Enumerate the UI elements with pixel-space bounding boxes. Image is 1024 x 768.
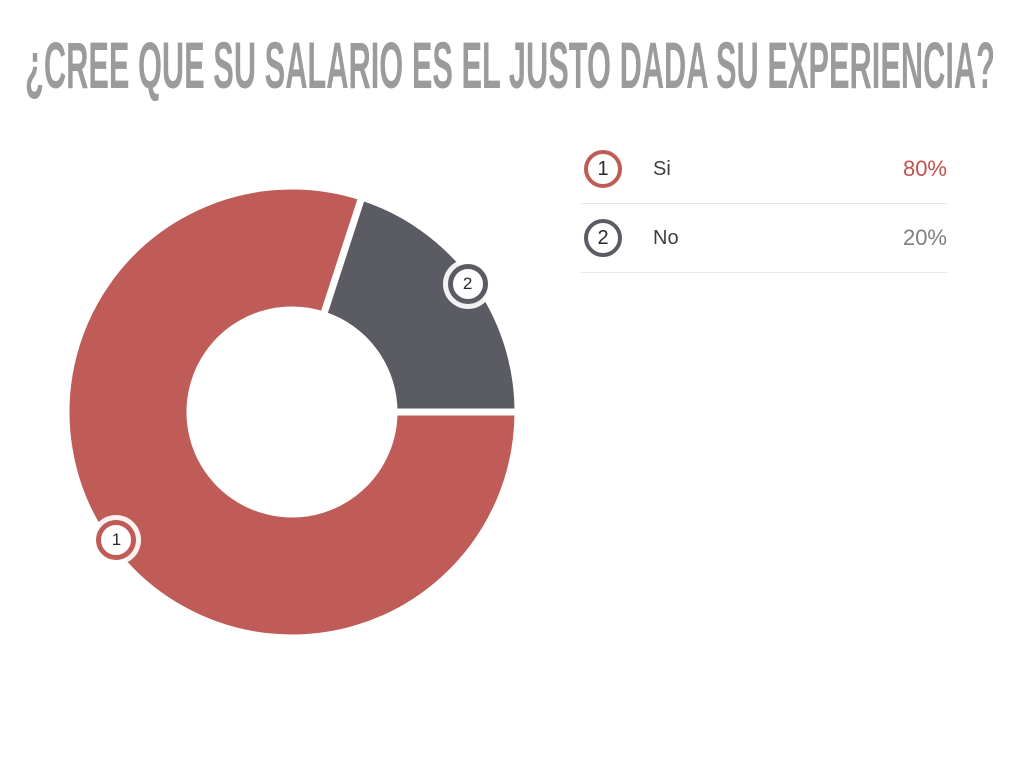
legend-row: 1 Si 80% xyxy=(581,135,947,204)
legend-badge-2: 2 xyxy=(584,219,622,257)
donut-slice-badge-number: 1 xyxy=(111,529,122,549)
legend-label: No xyxy=(653,226,679,249)
page-title: ¿CREE QUE SU SALARIO ES EL JUSTO DADA SU… xyxy=(25,28,995,102)
donut-slice xyxy=(319,192,522,416)
legend-badge-1: 1 xyxy=(584,150,622,188)
legend-row: 2 No 20% xyxy=(581,204,947,273)
legend-value: 80% xyxy=(902,156,947,181)
legend-badge-number: 2 xyxy=(597,226,609,249)
legend-value: 20% xyxy=(902,225,947,250)
donut-slice xyxy=(62,182,522,642)
donut-slice-badge-number: 2 xyxy=(462,274,473,294)
legend-badge-number: 1 xyxy=(597,157,609,180)
donut-slice-badge: 2 xyxy=(447,264,488,305)
legend-label: Si xyxy=(653,157,671,180)
legend: 1 Si 80% 2 No 20% xyxy=(581,135,947,273)
donut-chart xyxy=(62,182,522,642)
donut-slice-badge: 1 xyxy=(96,519,137,560)
title-area: ¿CREE QUE SU SALARIO ES EL JUSTO DADA SU… xyxy=(25,28,995,102)
